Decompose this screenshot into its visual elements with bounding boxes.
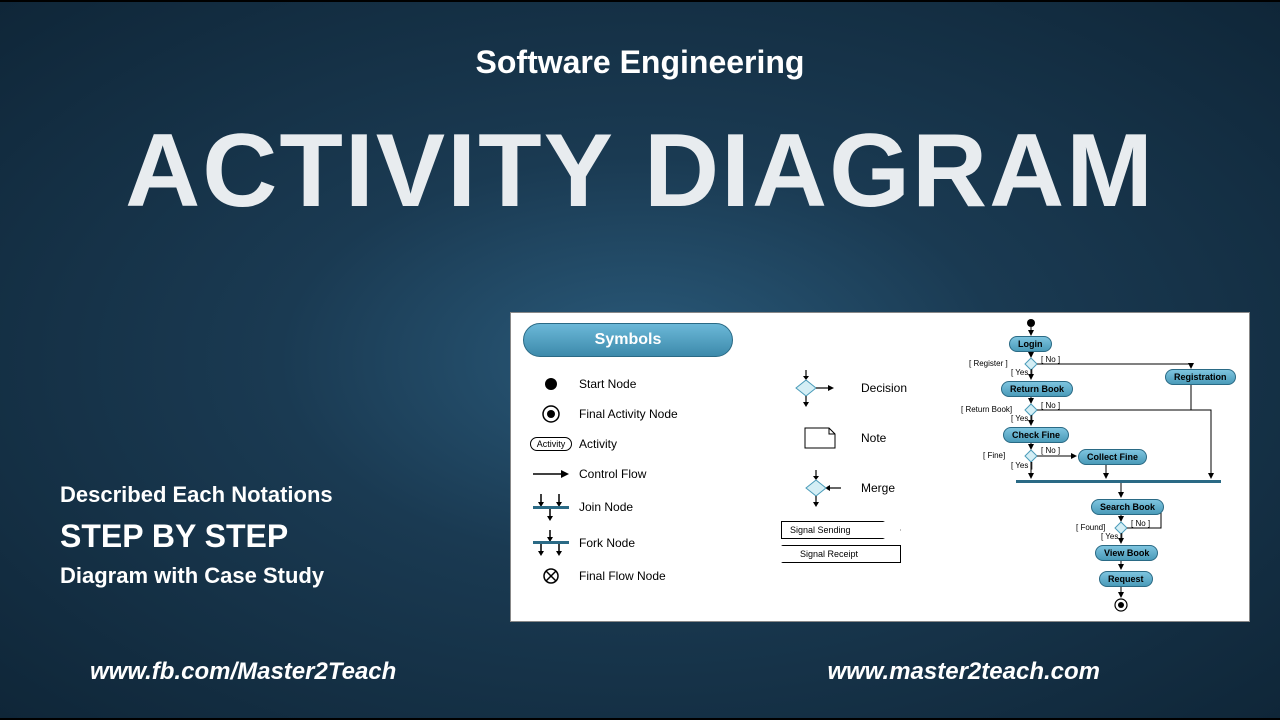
- node-check-fine: Check Fine: [1003, 427, 1069, 443]
- symbol-fork-node: Fork Node: [523, 525, 769, 561]
- guard-no1: [ No ]: [1041, 355, 1060, 364]
- symbol-note: Note: [781, 413, 951, 463]
- guard-yes2: [ Yes ]: [1011, 414, 1033, 423]
- join-node-icon: [523, 492, 579, 522]
- symbol-label: Final Activity Node: [579, 407, 678, 421]
- signal-receipt: Signal Receipt: [781, 545, 901, 563]
- node-search-book: Search Book: [1091, 499, 1164, 515]
- control-flow-icon: [523, 468, 579, 480]
- url-website: www.master2teach.com: [827, 658, 1100, 686]
- symbol-label: Join Node: [579, 500, 633, 514]
- note-icon: [781, 424, 861, 452]
- symbol-label: Decision: [861, 381, 907, 395]
- guard-yes1: [ Yes ]: [1011, 368, 1033, 377]
- symbol-join-node: Join Node: [523, 489, 769, 525]
- guard-return-book: [ Return Book]: [961, 405, 1012, 414]
- description-block: Described Each Notations STEP BY STEP Di…: [60, 482, 333, 589]
- start-node-icon: [523, 376, 579, 392]
- node-request: Request: [1099, 571, 1153, 587]
- fork-node-icon: [523, 528, 579, 558]
- symbol-decision: Decision: [781, 363, 951, 413]
- desc-line-3: Diagram with Case Study: [60, 563, 333, 589]
- decision-icon: [781, 368, 861, 408]
- guard-register: [ Register ]: [969, 359, 1008, 368]
- final-flow-icon: [523, 567, 579, 585]
- symbols-header: Symbols: [523, 323, 733, 357]
- diagram-panel: Symbols Start Node Final Activity Node A…: [510, 312, 1250, 622]
- url-facebook: www.fb.com/Master2Teach: [90, 658, 396, 686]
- symbol-label: Activity: [579, 437, 617, 451]
- symbol-label: Fork Node: [579, 536, 635, 550]
- subtitle: Software Engineering: [0, 44, 1280, 81]
- guard-no3: [ No ]: [1041, 446, 1060, 455]
- middle-column: Decision Note Merge Signal Sending Signa…: [781, 363, 951, 563]
- guard-no4: [ No ]: [1131, 519, 1150, 528]
- desc-line-2: STEP BY STEP: [60, 518, 333, 555]
- symbol-final-flow-node: Final Flow Node: [523, 561, 769, 591]
- symbol-label: Start Node: [579, 377, 636, 391]
- flow-diagram: Login Registration Return Book Check Fin…: [961, 313, 1251, 623]
- signal-sending: Signal Sending: [781, 521, 901, 539]
- symbol-final-activity-node: Final Activity Node: [523, 399, 769, 429]
- guard-fine: [ Fine]: [983, 451, 1005, 460]
- symbol-label: Final Flow Node: [579, 569, 666, 583]
- final-activity-icon: [523, 405, 579, 423]
- symbol-activity: Activity Activity: [523, 429, 769, 459]
- symbol-label: Note: [861, 431, 886, 445]
- node-return-book: Return Book: [1001, 381, 1073, 397]
- node-registration: Registration: [1165, 369, 1236, 385]
- symbol-merge: Merge: [781, 463, 951, 513]
- guard-no2: [ No ]: [1041, 401, 1060, 410]
- symbol-control-flow: Control Flow: [523, 459, 769, 489]
- guard-found: [ Found]: [1076, 523, 1105, 532]
- symbols-column: Symbols Start Node Final Activity Node A…: [511, 313, 781, 623]
- merge-icon: [781, 468, 861, 508]
- activity-icon: Activity: [523, 437, 579, 451]
- node-collect-fine: Collect Fine: [1078, 449, 1147, 465]
- desc-line-1: Described Each Notations: [60, 482, 333, 508]
- symbol-label: Merge: [861, 481, 895, 495]
- symbol-start-node: Start Node: [523, 369, 769, 399]
- node-view-book: View Book: [1095, 545, 1158, 561]
- guard-yes3: [ Yes ]: [1011, 461, 1033, 470]
- main-title: ACTIVITY DIAGRAM: [0, 112, 1280, 231]
- node-login: Login: [1009, 336, 1052, 352]
- symbol-label: Control Flow: [579, 467, 646, 481]
- guard-yes4: [ Yes ]: [1101, 532, 1123, 541]
